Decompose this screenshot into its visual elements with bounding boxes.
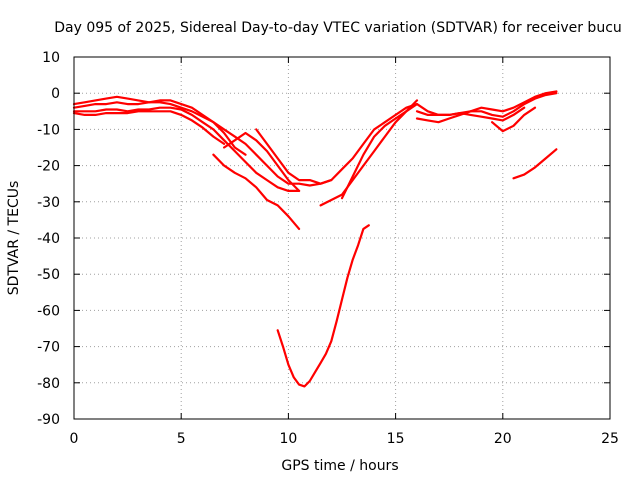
x-tick-label-5: 25 xyxy=(601,431,619,447)
series-trace-11 xyxy=(415,106,526,122)
y-tick-label-7: -60 xyxy=(37,303,60,319)
x-tick-label-1: 5 xyxy=(177,431,186,447)
x-tick-label-0: 0 xyxy=(70,431,79,447)
series-trace-6 xyxy=(223,131,301,192)
x-tick-label-3: 15 xyxy=(387,431,405,447)
series-trace-2 xyxy=(72,106,301,192)
y-tick-label-6: -50 xyxy=(37,267,60,283)
series-trace-9 xyxy=(340,102,419,200)
y-axis-label: SDTVAR / TECUs xyxy=(6,181,22,296)
y-tick-label-1: 0 xyxy=(51,86,60,102)
x-axis-label: GPS time / hours xyxy=(281,458,398,474)
y-tick-label-8: -70 xyxy=(37,340,60,356)
y-tick-label-0: 10 xyxy=(42,50,60,66)
series-trace-4 xyxy=(72,110,226,145)
series-trace-12 xyxy=(491,106,537,133)
series-trace-7 xyxy=(255,128,333,185)
plot-frame xyxy=(73,56,611,420)
series-trace-5 xyxy=(212,153,301,230)
series-layer xyxy=(72,90,558,388)
chart-title: Day 095 of 2025, Sidereal Day-to-day VTE… xyxy=(54,20,622,36)
y-tick-label-4: -30 xyxy=(37,195,60,211)
y-tick-label-9: -80 xyxy=(37,376,60,392)
series-trace-14 xyxy=(276,224,370,388)
x-tick-label-4: 20 xyxy=(494,431,512,447)
y-tick-label-2: -10 xyxy=(37,122,60,138)
series-trace-8 xyxy=(319,99,419,207)
y-tick-label-10: -90 xyxy=(37,412,60,428)
series-trace-3 xyxy=(72,95,247,156)
x-tick-label-2: 10 xyxy=(279,431,297,447)
x-tick-labels: 0 5 10 15 20 25 xyxy=(70,431,619,447)
y-tick-label-5: -40 xyxy=(37,231,60,247)
y-tick-label-3: -20 xyxy=(37,159,60,175)
series-trace-13 xyxy=(512,148,558,180)
series-trace-10 xyxy=(415,90,558,124)
y-tick-labels: 10 0 -10 -20 -30 -40 -50 -60 -70 -80 -90 xyxy=(37,50,60,428)
